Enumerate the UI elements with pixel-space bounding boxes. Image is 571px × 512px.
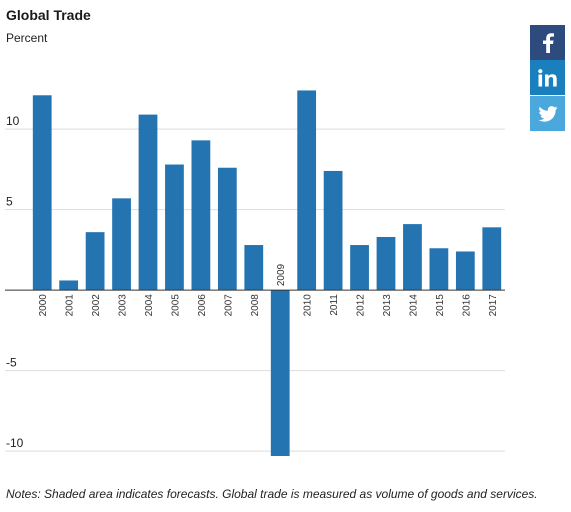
share-linkedin-button[interactable] [530,60,565,95]
category-label: 2007 [223,294,234,317]
category-label: 2013 [382,294,393,317]
chart-title: Global Trade [6,7,91,23]
share-twitter-button[interactable] [530,96,565,131]
bar [217,167,237,291]
category-label: 2004 [144,294,155,317]
bar [429,248,449,291]
category-label: 2014 [408,294,419,317]
bar [482,227,502,291]
category-label: 2009 [276,263,287,286]
bar [403,224,422,291]
bar [376,236,396,291]
category-label: 2000 [38,294,49,317]
bar-chart: 2000 2001 2002 2003 2004 2005 2006 2007 2008 2009… [5,90,505,456]
category-label: 2006 [197,294,208,317]
facebook-icon [542,32,554,53]
y-tick-label: -5 [6,356,17,370]
category-label: 2005 [170,294,181,317]
category-label: 2001 [65,294,76,317]
category-label: 2011 [329,294,340,316]
bar [297,90,317,291]
category-label: 2003 [118,294,129,317]
y-tick-label: 5 [6,195,13,209]
bar [270,290,290,456]
y-tick-label: 10 [6,114,20,128]
bar [244,245,264,291]
bar [350,245,369,291]
bar [191,140,211,291]
y-tick-label: -10 [6,436,24,450]
y-axis-label: Percent [6,31,48,45]
linkedin-icon [537,68,557,86]
chart-notes: Notes: Shaded area indicates forecasts. … [6,487,538,501]
bar [323,170,343,291]
bar [165,164,184,291]
category-label: 2012 [356,294,367,317]
bar [138,114,158,291]
bar [112,198,131,291]
category-label: 2016 [461,294,472,317]
bar [85,232,105,291]
share-facebook-button[interactable] [530,25,565,60]
category-label: 2008 [250,294,261,317]
category-label: 2002 [91,294,102,317]
twitter-icon [537,105,558,122]
bar [59,280,79,291]
category-label: 2010 [303,294,314,317]
category-label: 2015 [435,294,446,317]
bar [32,95,52,291]
category-label: 2017 [488,294,499,317]
bar [455,251,475,291]
